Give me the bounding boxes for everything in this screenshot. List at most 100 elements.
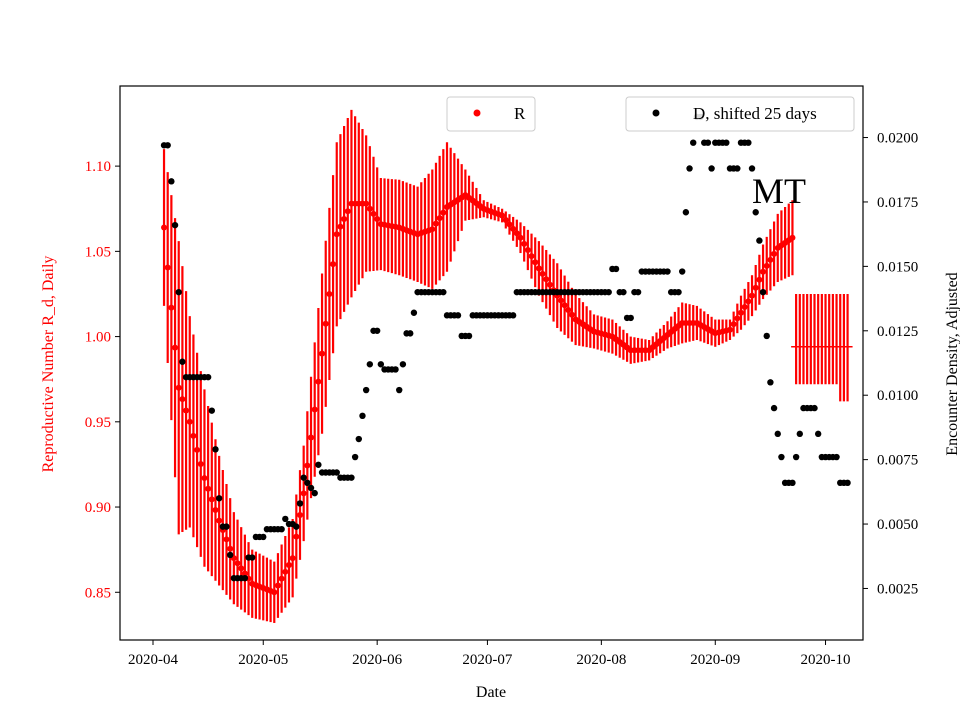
r-point xyxy=(532,259,539,266)
r-point xyxy=(429,226,436,233)
r-point xyxy=(436,215,443,222)
right-axis-label: Encounter Density, Adjusted xyxy=(944,272,960,455)
d-point xyxy=(396,386,403,394)
d-point xyxy=(454,312,462,319)
plot-frame xyxy=(119,85,864,641)
d-point xyxy=(686,165,693,172)
r-point xyxy=(337,223,344,230)
r-point xyxy=(502,216,509,223)
r-point xyxy=(282,568,289,575)
d-point xyxy=(249,554,256,561)
x-axis-ticks: 2020-04 2020-05 2020-06 2020-07 2020-08 2020-… xyxy=(128,640,851,668)
x-axis-label: Date xyxy=(476,684,506,701)
legend-r: R xyxy=(446,96,536,132)
d-point xyxy=(175,288,182,296)
x-tick-label: 2020-07 xyxy=(462,652,512,668)
left-axis-label: Reproductive Number R_d, Daily xyxy=(40,256,57,473)
r-tail-series xyxy=(791,293,853,402)
r-point xyxy=(543,276,550,283)
r-point xyxy=(330,261,337,268)
r-point xyxy=(730,321,737,328)
d-point xyxy=(351,453,359,461)
d-point xyxy=(215,495,223,502)
d-point xyxy=(796,430,803,438)
x-tick-label: 2020-08 xyxy=(576,652,626,668)
r-point xyxy=(510,225,517,232)
right-tick-label: 0.0125 xyxy=(877,324,918,340)
d-point xyxy=(620,288,627,296)
d-point xyxy=(300,474,307,481)
d-point xyxy=(774,430,781,438)
r-point xyxy=(374,215,381,222)
d-point xyxy=(704,139,712,146)
d-point xyxy=(392,366,399,373)
d-point xyxy=(359,412,366,420)
d-point xyxy=(756,237,763,244)
r-point xyxy=(308,434,315,441)
d-point xyxy=(410,309,418,316)
left-tick-label: 1.05 xyxy=(85,244,111,260)
left-tick-label: 1.10 xyxy=(85,159,111,175)
legend-d-marker xyxy=(652,109,660,117)
d-point xyxy=(833,453,840,461)
r-point xyxy=(517,234,524,241)
r-point xyxy=(363,200,370,207)
r-point xyxy=(771,250,778,257)
d-point xyxy=(682,209,690,216)
d-point xyxy=(373,327,381,334)
r-point xyxy=(752,284,759,291)
d-point xyxy=(355,435,362,443)
x-tick-label: 2020-06 xyxy=(352,652,402,668)
r-point xyxy=(201,475,208,482)
r-point xyxy=(763,262,770,269)
d-point xyxy=(634,288,642,296)
d-point xyxy=(627,314,634,322)
r-point xyxy=(208,496,215,503)
r-series xyxy=(161,109,853,623)
d-point xyxy=(260,533,267,541)
d-point xyxy=(311,489,318,497)
r-point xyxy=(179,396,186,403)
legend-r-marker xyxy=(473,109,481,117)
r-point xyxy=(297,511,303,518)
r-point xyxy=(344,208,351,215)
r-point xyxy=(499,212,506,219)
d-point xyxy=(278,526,285,533)
d-point xyxy=(770,404,778,412)
d-point xyxy=(307,484,315,492)
r-point xyxy=(175,384,182,391)
d-point xyxy=(362,386,370,394)
right-tick-label: 0.0150 xyxy=(877,259,918,275)
right-tick-label: 0.0200 xyxy=(877,131,918,147)
r-point xyxy=(293,533,300,540)
r-point xyxy=(726,326,733,333)
r-point xyxy=(524,246,531,253)
d-point xyxy=(223,523,230,530)
r-point xyxy=(194,446,201,453)
d-point xyxy=(204,373,212,381)
d-series xyxy=(160,113,851,582)
d-point xyxy=(179,358,186,365)
d-point xyxy=(789,479,796,487)
d-point xyxy=(723,139,730,146)
d-point xyxy=(164,142,171,149)
r-point xyxy=(565,306,572,313)
d-point xyxy=(814,430,822,438)
right-tick-label: 0.0025 xyxy=(877,581,918,597)
d-point xyxy=(348,474,355,481)
r-point xyxy=(767,256,774,263)
x-tick-label: 2020-09 xyxy=(690,652,740,668)
r-point xyxy=(205,485,212,492)
r-point xyxy=(333,231,340,238)
legend-r-label: R xyxy=(514,104,526,123)
r-point xyxy=(315,378,322,385)
d-point xyxy=(759,288,767,296)
d-point xyxy=(333,469,340,476)
r-point xyxy=(745,298,752,305)
r-point xyxy=(223,536,230,543)
d-point xyxy=(399,361,407,368)
d-point xyxy=(366,361,374,368)
r-point xyxy=(521,240,528,247)
d-point xyxy=(767,379,774,386)
r-point xyxy=(271,589,278,596)
